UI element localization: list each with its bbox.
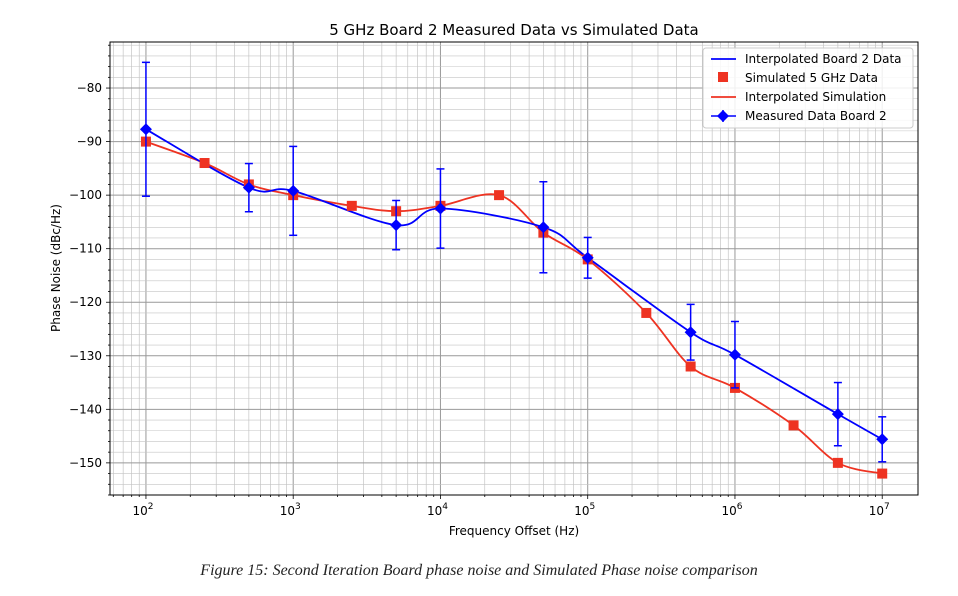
x-tick-label: 107 [869, 502, 890, 518]
chart-title: 5 GHz Board 2 Measured Data vs Simulated… [329, 21, 699, 39]
measured-point [684, 326, 697, 339]
y-tick-label: −80 [77, 81, 102, 95]
interpolated-simulation-line [145, 140, 883, 475]
figure-caption: Figure 15: Second Iteration Board phase … [200, 562, 758, 579]
plot-frame [109, 41, 919, 496]
ticks: −80 −90 −100 −110 −120 −130 −140 −150 102 103 104 1… [69, 44, 890, 518]
simulated-point [199, 158, 210, 169]
legend-swatch-simulated [718, 72, 728, 82]
y-tick-label: −100 [69, 188, 102, 202]
y-tick-label: −90 [77, 135, 102, 149]
y-tick-label: −120 [69, 295, 102, 309]
simulated-point [832, 457, 843, 468]
measured-point [728, 348, 741, 361]
measured-point [537, 221, 550, 234]
legend-box [702, 47, 914, 129]
legend-swatch-diamond [717, 110, 729, 122]
x-tick-label: 103 [280, 502, 301, 518]
measured-point [139, 123, 152, 136]
measured-point [390, 219, 403, 232]
x-axis-label: Frequency Offset (Hz) [449, 524, 579, 538]
legend-label: Interpolated Board 2 Data [745, 52, 902, 66]
simulated-point [641, 307, 652, 318]
y-tick-label: −110 [69, 242, 102, 256]
y-tick-label: −140 [69, 402, 102, 416]
measured-point [434, 202, 447, 215]
simulated-point [346, 200, 357, 211]
x-tick-label: 102 [132, 502, 153, 518]
x-tick-label: 104 [427, 502, 448, 518]
x-tick-label: 106 [721, 502, 742, 518]
simulated-point [494, 190, 505, 201]
series-layer [139, 61, 889, 479]
y-axis-label: Phase Noise (dBc/Hz) [49, 204, 63, 332]
interpolated-board2-line [145, 128, 883, 441]
measured-point [581, 251, 594, 264]
legend: Interpolated Board 2 Data Simulated 5 GH… [702, 47, 914, 129]
legend-label: Simulated 5 GHz Data [745, 71, 878, 85]
y-tick-label: −130 [69, 349, 102, 363]
grid [110, 42, 918, 496]
measured-point [287, 184, 300, 197]
measured-point [831, 408, 844, 421]
legend-label: Measured Data Board 2 [745, 109, 887, 123]
measured-point [876, 433, 889, 446]
simulated-point [685, 361, 696, 372]
x-tick-label: 105 [574, 502, 595, 518]
simulated-point [788, 420, 799, 431]
simulated-point [877, 468, 888, 479]
y-tick-label: −150 [69, 456, 102, 470]
measured-point [242, 181, 255, 194]
legend-label: Interpolated Simulation [745, 90, 886, 104]
